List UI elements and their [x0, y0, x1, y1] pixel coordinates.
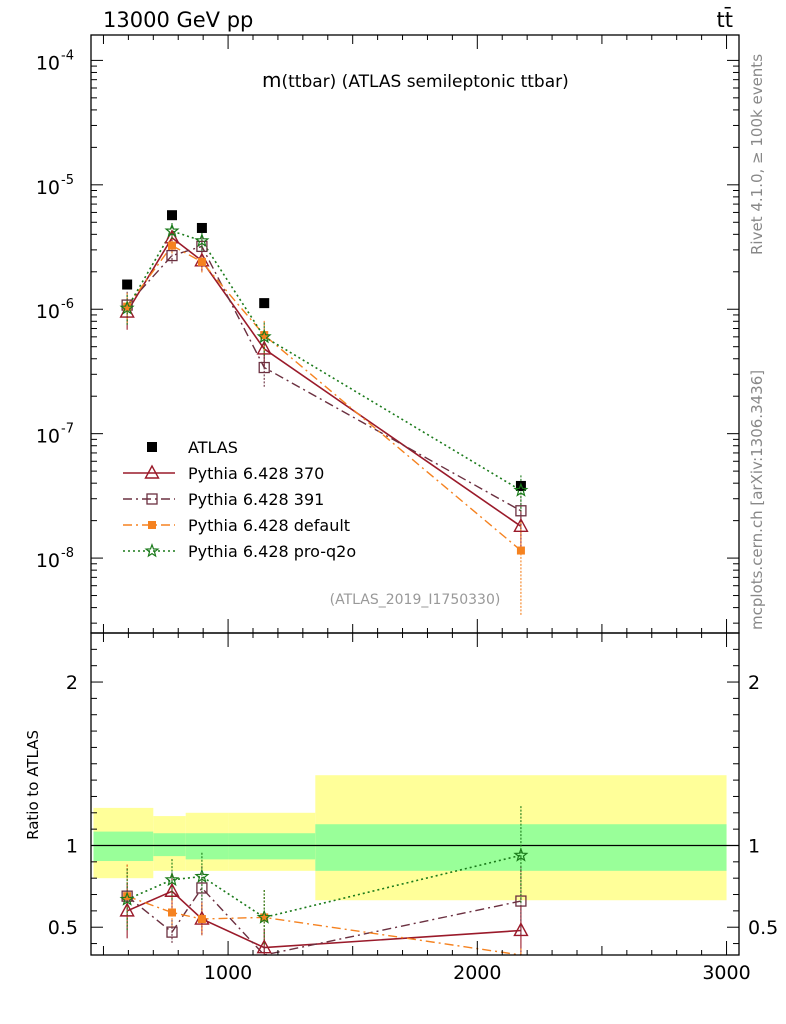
y-tick-exponent: -4	[61, 48, 74, 63]
ratio-tick-label-right: 2	[748, 672, 760, 694]
marker-p391	[515, 505, 527, 517]
marker-pq2o	[119, 891, 135, 906]
y-tick-exponent: -8	[61, 546, 74, 561]
data-point	[147, 442, 157, 452]
y-tick-exponent: -7	[61, 422, 74, 437]
marker-pdef	[516, 546, 525, 555]
rivet-label: Rivet 4.1.0, ≥ 100k events	[748, 54, 766, 255]
marker-pdef	[123, 302, 132, 311]
legend-label-pq2o: Pythia 6.428 pro-q2o	[188, 542, 356, 561]
marker-pq2o	[513, 482, 529, 497]
marker-pdef	[197, 915, 206, 924]
ratio-line-pq2o	[126, 854, 522, 919]
ratio-tick-label-left: 1	[66, 835, 78, 857]
marker-pq2o	[164, 223, 180, 238]
marker-p391	[515, 895, 527, 907]
ratio-ylabel: Ratio to ATLAS	[24, 730, 42, 840]
marker-pdef	[168, 241, 176, 250]
band-inner	[185, 833, 229, 860]
marker-pq2o	[256, 328, 272, 344]
legend-label-pdef: Pythia 6.428 default	[188, 516, 350, 535]
marker-pq2o	[256, 909, 272, 924]
marker-p370	[256, 340, 272, 355]
marker-pq2o	[194, 232, 210, 248]
x-tick-label: 2000	[453, 962, 501, 984]
marker-p370	[256, 939, 272, 954]
y-tick-label: 10	[36, 426, 60, 448]
marker-pdef	[168, 908, 176, 917]
ratio-tick-label-left: 2	[66, 672, 78, 694]
marker-p370	[164, 882, 180, 897]
marker-pq2o	[194, 868, 210, 884]
marker-pdef	[123, 892, 132, 901]
x-tick-label: 3000	[702, 962, 750, 984]
mcplots-label: mcplots.cern.ch [arXiv:1306.3436]	[748, 370, 766, 630]
marker-p391	[121, 890, 133, 902]
marker-pdef	[260, 913, 269, 922]
data-point	[515, 480, 526, 491]
marker-p391	[166, 926, 178, 938]
marker-p370	[513, 922, 529, 937]
data-point	[167, 210, 177, 221]
y-tick-label: 10	[36, 550, 60, 572]
marker-p391	[258, 361, 270, 374]
ratio-tick-label-right: 0.5	[748, 917, 778, 939]
line-p370	[126, 236, 522, 527]
legend-label-p370: Pythia 6.428 370	[188, 464, 324, 483]
legend-label-data: ATLAS	[188, 438, 238, 457]
header-left: 13000 GeV pp	[103, 8, 253, 32]
legend: ATLAS Pythia 6.428 370 Pythia 6.428 391 Pyt…	[123, 438, 356, 561]
y-tick-label: 10	[36, 52, 60, 74]
ratio-bands	[91, 775, 739, 901]
header-right: tt̄	[717, 7, 733, 32]
marker-p370	[119, 902, 135, 917]
analysis-label: (ATLAS_2019_I1750330)	[330, 592, 501, 608]
marker-pdef	[148, 521, 156, 529]
marker-pdef	[197, 257, 206, 266]
x-tick-label: 1000	[204, 962, 252, 984]
marker-p370	[144, 464, 160, 479]
marker-p391	[146, 493, 158, 505]
y-tick-label: 10	[36, 177, 60, 199]
ratio-tick-label-right: 1	[748, 835, 760, 857]
legend-label-p391: Pythia 6.428 391	[188, 490, 324, 509]
marker-pq2o	[144, 543, 160, 558]
band-inner	[93, 831, 154, 862]
ratio-frame	[90, 632, 740, 956]
chart-title: m(ttbar) (ATLAS semileptonic ttbar)	[262, 68, 569, 92]
y-tick-label: 10	[36, 301, 60, 323]
ratio-line-p391	[126, 886, 522, 956]
marker-pq2o	[513, 847, 529, 862]
marker-p370	[513, 517, 529, 533]
marker-pdef	[260, 331, 269, 340]
line-pq2o	[126, 230, 522, 492]
data-point	[196, 222, 207, 233]
y-tick-exponent: -5	[61, 173, 74, 188]
band-inner	[153, 833, 186, 857]
data-point	[122, 279, 133, 290]
marker-p391	[166, 249, 178, 262]
data-point	[259, 298, 270, 309]
marker-pq2o	[164, 871, 180, 887]
band-inner	[228, 833, 316, 860]
ratio-tick-label-left: 0.5	[48, 917, 78, 939]
marker-p391	[196, 240, 208, 253]
marker-p391	[196, 882, 208, 894]
y-tick-exponent: -6	[61, 297, 74, 312]
marker-pq2o	[119, 300, 135, 315]
